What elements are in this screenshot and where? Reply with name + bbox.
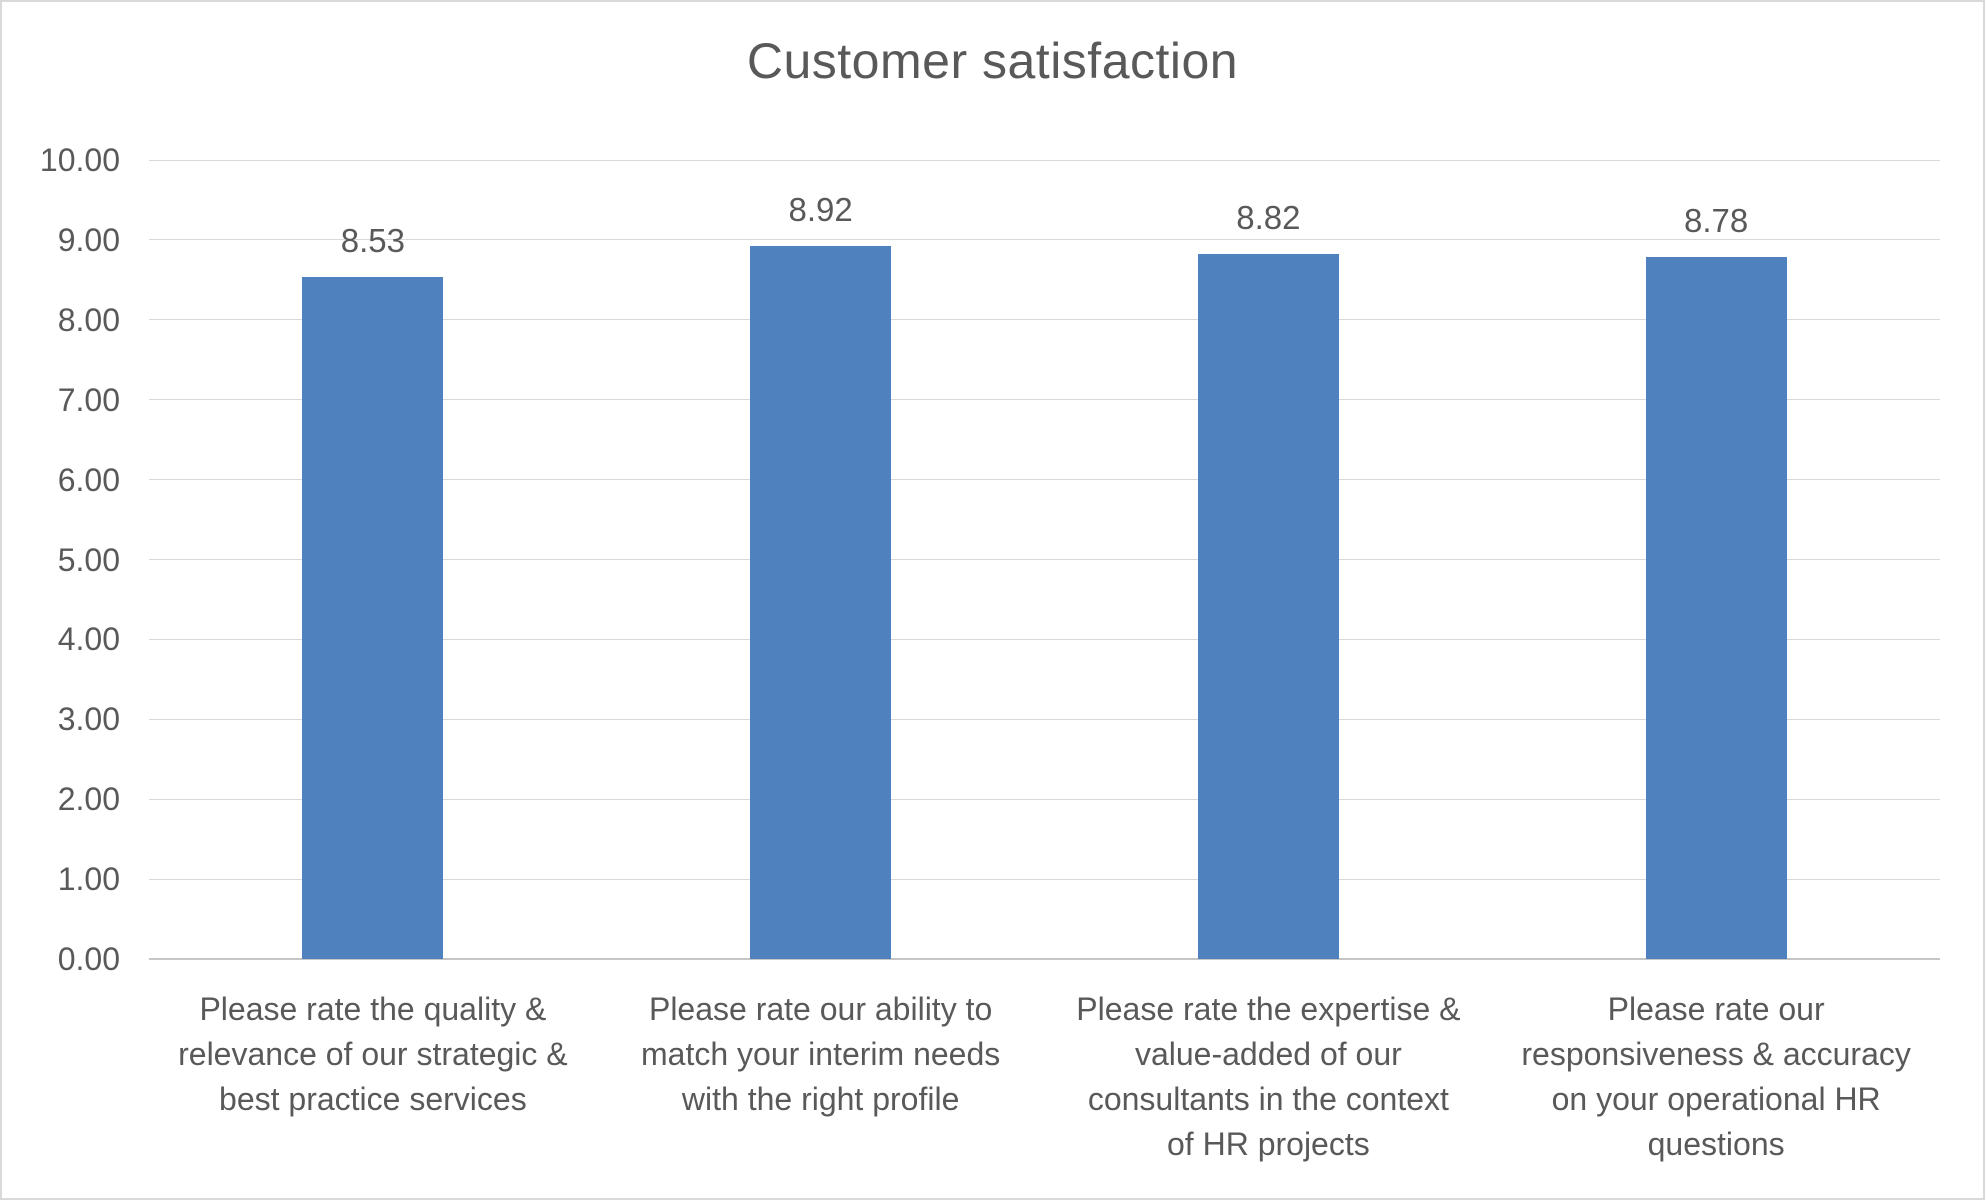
- plot-area: 8.53 8.92 8.82 8.78: [149, 159, 1940, 960]
- y-axis-tick-label: 0.00: [57, 941, 120, 977]
- gridline: [149, 399, 1940, 401]
- x-axis-category-label: Please rate our ability to match your in…: [640, 991, 1001, 1117]
- bar-1: [302, 277, 444, 959]
- x-axis-category-label: Please rate the quality & relevance of o…: [178, 991, 568, 1117]
- gridline: [149, 798, 1940, 800]
- bar-value-label: 8.53: [340, 222, 405, 260]
- bar-value-label: 8.78: [1684, 202, 1749, 240]
- gridline: [149, 479, 1940, 481]
- gridline: [149, 559, 1940, 560]
- x-axis-category-label: Please rate the expertise & value-added …: [1076, 991, 1461, 1162]
- x-axis-labels: Please rate the quality & relevance of o…: [149, 987, 1940, 1167]
- y-axis-tick-label: 5.00: [57, 541, 120, 578]
- gridline: [149, 718, 1940, 720]
- y-axis: 0.00 1.00 2.00 3.00 4.00 5.00 6.00 7.00 8.00 9.00…: [2, 142, 120, 977]
- y-axis-tick-label: 8.00: [57, 301, 120, 338]
- y-axis-tick-label: 9.00: [57, 221, 120, 258]
- y-axis-tick-label: 6.00: [57, 461, 120, 498]
- x-axis-category-label: Please rate our responsiveness & accurac…: [1521, 991, 1911, 1162]
- bar-4: [1645, 257, 1787, 959]
- bar-3: [1197, 254, 1339, 959]
- gridline: [149, 878, 1940, 880]
- y-axis-tick-label: 7.00: [57, 381, 120, 418]
- gridline: [149, 159, 1940, 161]
- bar-value-label: 8.92: [788, 191, 853, 229]
- bar-2: [750, 246, 892, 959]
- y-axis-tick-label: 2.00: [57, 781, 120, 818]
- chart-title: Customer satisfaction: [746, 33, 1239, 89]
- y-axis-tick-label: 1.00: [57, 861, 120, 898]
- x-axis-line: [149, 958, 1940, 960]
- bar-value-label: 8.82: [1236, 199, 1301, 237]
- y-axis-tick-label: 4.00: [57, 621, 120, 658]
- gridline: [149, 638, 1940, 640]
- y-axis-tick-label: 10.00: [39, 142, 120, 178]
- y-axis-tick-label: 3.00: [57, 701, 120, 738]
- gridline: [149, 239, 1940, 241]
- gridline: [149, 319, 1940, 321]
